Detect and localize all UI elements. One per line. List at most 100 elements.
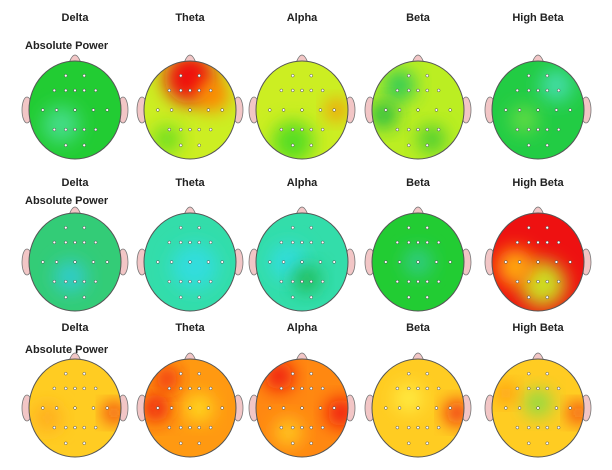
head-outline <box>143 212 237 312</box>
electrode <box>527 441 531 445</box>
electrode <box>504 260 508 264</box>
electrode <box>209 240 213 245</box>
map-blob <box>418 125 446 154</box>
electrode <box>209 279 213 284</box>
head-map <box>484 352 592 458</box>
electrode <box>407 240 411 245</box>
electrode <box>188 425 192 430</box>
electrode <box>291 226 295 230</box>
electrode <box>94 386 98 391</box>
electrode <box>188 127 192 132</box>
electrode <box>557 386 561 391</box>
electrode <box>179 425 183 430</box>
electrode <box>169 260 174 264</box>
electrode <box>416 240 420 245</box>
electrode <box>437 386 441 391</box>
electrode <box>179 386 183 391</box>
electrode <box>554 406 559 410</box>
electrode <box>281 108 286 112</box>
electrode <box>94 240 98 245</box>
map-blob <box>326 99 347 121</box>
electrode <box>395 386 399 391</box>
electrode <box>300 108 304 112</box>
electrode <box>64 88 68 93</box>
head-outline <box>255 60 349 160</box>
electrode <box>188 108 192 112</box>
electrode <box>545 372 549 376</box>
electrode <box>197 386 201 391</box>
electrode <box>568 406 572 410</box>
electrode <box>268 260 272 264</box>
electrode <box>545 74 549 78</box>
electrode <box>536 88 540 93</box>
electrode <box>156 406 160 410</box>
electrode <box>179 240 183 245</box>
electrode <box>220 108 224 112</box>
electrode <box>64 127 68 132</box>
electrode <box>281 406 286 410</box>
electrode <box>437 127 441 132</box>
electrode <box>384 260 388 264</box>
band-label: High Beta <box>512 177 564 189</box>
band-label: Beta <box>406 177 431 189</box>
map-blob <box>395 384 423 413</box>
electrode <box>179 372 183 376</box>
electrode <box>527 425 531 430</box>
electrode <box>407 425 411 430</box>
electrode <box>82 127 86 132</box>
electrode <box>82 74 86 78</box>
electrode <box>41 260 45 264</box>
electrode <box>82 425 86 430</box>
electrode <box>197 295 201 299</box>
electrode <box>527 88 531 93</box>
electrode <box>416 108 420 112</box>
electrode <box>64 425 68 430</box>
head-map <box>484 206 592 312</box>
electrode <box>91 108 96 112</box>
electrode <box>64 143 68 147</box>
electrode <box>179 74 183 78</box>
electrode <box>416 260 420 264</box>
electrode <box>557 240 561 245</box>
electrode <box>197 441 201 445</box>
electrode <box>82 386 86 391</box>
electrode <box>545 226 549 230</box>
head-outline <box>371 60 465 160</box>
electrode <box>41 108 45 112</box>
electrode <box>425 74 429 78</box>
electrode <box>169 108 174 112</box>
electrode <box>515 279 519 284</box>
electrode <box>384 406 388 410</box>
map-blob <box>540 69 573 102</box>
electrode <box>209 88 213 93</box>
electrode <box>291 441 295 445</box>
band-label: Alpha <box>287 12 318 24</box>
electrode <box>397 108 402 112</box>
electrode <box>318 108 323 112</box>
electrode <box>291 74 295 78</box>
band-label: Theta <box>175 322 205 334</box>
electrode <box>434 260 439 264</box>
electrode <box>300 425 304 430</box>
electrode <box>94 425 98 430</box>
electrode <box>300 260 304 264</box>
electrode <box>527 295 531 299</box>
map-blob <box>155 367 179 391</box>
electrode <box>557 425 561 430</box>
band-label: Delta <box>62 322 90 334</box>
electrode <box>64 226 68 230</box>
electrode <box>395 240 399 245</box>
row-label: Absolute Power <box>25 195 109 207</box>
electrode <box>321 240 325 245</box>
electrode <box>536 108 540 112</box>
map-blob <box>144 394 170 422</box>
electrode <box>545 240 549 245</box>
row-label: Absolute Power <box>25 40 109 52</box>
electrode <box>82 143 86 147</box>
electrode <box>309 88 313 93</box>
electrode <box>209 425 213 430</box>
electrode <box>291 240 295 245</box>
electrode <box>291 279 295 284</box>
electrode <box>332 406 336 410</box>
